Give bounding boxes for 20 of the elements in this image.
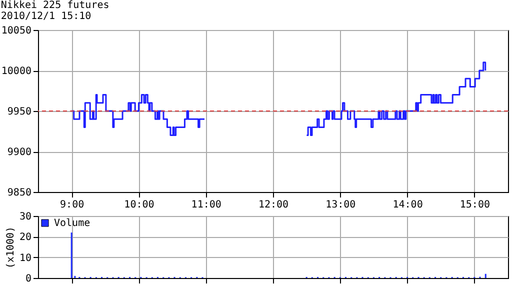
x-tick-label: 11:00 xyxy=(191,200,222,210)
x-tick-label: 9:00 xyxy=(60,200,84,210)
y-tick-label: 9950 xyxy=(7,106,32,118)
y-tick-label: 9850 xyxy=(7,188,32,198)
y-tick-label: 9900 xyxy=(7,147,32,158)
x-tick-label: 10:00 xyxy=(124,200,154,210)
y-tick-label: 0 xyxy=(25,274,32,284)
y-tick-label: 30 xyxy=(19,212,32,222)
chart-title: Nikkei 225 futures xyxy=(0,0,110,11)
y-tick-label: 20 xyxy=(19,232,32,244)
y-tick-label: 10050 xyxy=(1,26,32,36)
legend-label: Volume xyxy=(54,218,90,229)
x-tick-label: 14:00 xyxy=(392,200,423,210)
y-tick-label: 10 xyxy=(19,252,32,264)
chart-subtitle: 2010/12/1 15:10 xyxy=(0,11,92,22)
x-tick-label: 12:00 xyxy=(258,200,289,210)
y-axis-title: (x1000) xyxy=(5,226,16,269)
x-tick-label: 13:00 xyxy=(326,200,356,210)
y-tick-label: 10000 xyxy=(1,66,32,77)
x-tick-label: 15:00 xyxy=(460,200,490,210)
